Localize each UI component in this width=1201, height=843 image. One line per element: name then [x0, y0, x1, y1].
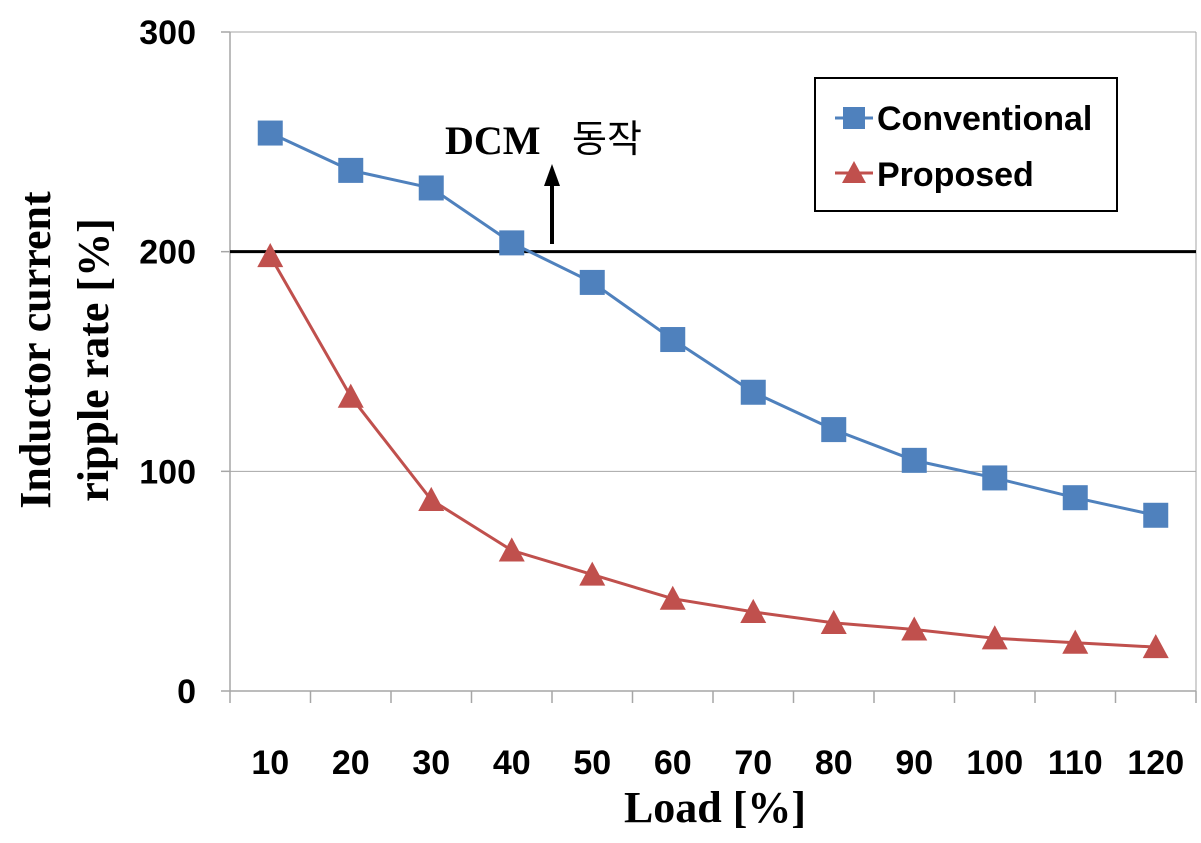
annotation-arrow-head: [544, 164, 560, 186]
data-point-conventional: [982, 465, 1008, 491]
legend-box: [814, 77, 1118, 212]
y-axis-title-line1: Inductor current: [11, 191, 60, 509]
data-point-conventional: [1062, 485, 1088, 511]
data-point-proposed: [579, 561, 606, 586]
y-tick-label: 300: [139, 14, 196, 52]
x-tick-label: 70: [734, 744, 772, 782]
data-point-conventional: [821, 417, 847, 443]
x-tick-label: 20: [332, 744, 370, 782]
annotation-text-korean: 동작: [572, 117, 642, 161]
x-tick-label: 50: [573, 744, 611, 782]
data-point-proposed: [820, 609, 847, 634]
x-tick-label: 10: [251, 744, 289, 782]
x-tick-label: 80: [815, 744, 853, 782]
legend: Conventional Proposed: [814, 77, 1118, 212]
data-point-proposed: [740, 598, 767, 623]
y-tick-label: 200: [139, 234, 196, 272]
axes: [221, 31, 1197, 703]
x-axis-title: Load [%]: [624, 783, 806, 832]
x-tick-label: 100: [966, 744, 1023, 782]
data-point-conventional: [1143, 502, 1169, 528]
data-point-conventional: [257, 120, 283, 146]
legend-marker-conventional: [843, 107, 865, 129]
y-tick-label: 100: [139, 453, 196, 491]
data-point-proposed: [659, 585, 686, 610]
y-tick-label: 0: [177, 673, 196, 711]
data-point-proposed: [498, 537, 525, 562]
data-point-conventional: [338, 157, 364, 183]
legend-marker-proposed: [842, 161, 866, 183]
data-point-proposed: [901, 616, 928, 641]
data-point-conventional: [579, 269, 605, 295]
data-point-conventional: [901, 447, 927, 473]
annotation-text: DCM: [445, 118, 541, 163]
data-point-conventional: [418, 175, 444, 201]
legend-label-conventional: Conventional: [877, 100, 1092, 138]
series-line-proposed: [268, 255, 1156, 649]
data-point-proposed: [1142, 634, 1169, 659]
tick-labels: 0 100 200 300 10 20 30 40 50 60 70 80 90 100 110 120: [139, 14, 1184, 782]
data-point-proposed: [257, 243, 284, 268]
data-point-conventional: [660, 327, 686, 353]
series-line-conventional: [269, 131, 1157, 517]
x-tick-label: 40: [493, 744, 531, 782]
data-point-conventional: [499, 230, 525, 256]
x-tick-label: 30: [412, 744, 450, 782]
data-point-proposed: [1062, 629, 1089, 654]
x-tick-label: 120: [1127, 744, 1184, 782]
x-tick-label: 90: [895, 744, 933, 782]
annotation: DCM 동작: [445, 117, 642, 244]
series-group: [257, 120, 1169, 659]
y-axis-title-line2: ripple rate [%]: [69, 218, 118, 501]
legend-label-proposed: Proposed: [877, 156, 1034, 194]
data-point-proposed: [418, 486, 445, 511]
x-tick-label: 110: [1048, 744, 1103, 782]
data-point-conventional: [740, 379, 766, 405]
data-point-proposed: [981, 625, 1008, 650]
x-tick-label: 60: [654, 744, 692, 782]
data-point-proposed: [337, 383, 364, 408]
